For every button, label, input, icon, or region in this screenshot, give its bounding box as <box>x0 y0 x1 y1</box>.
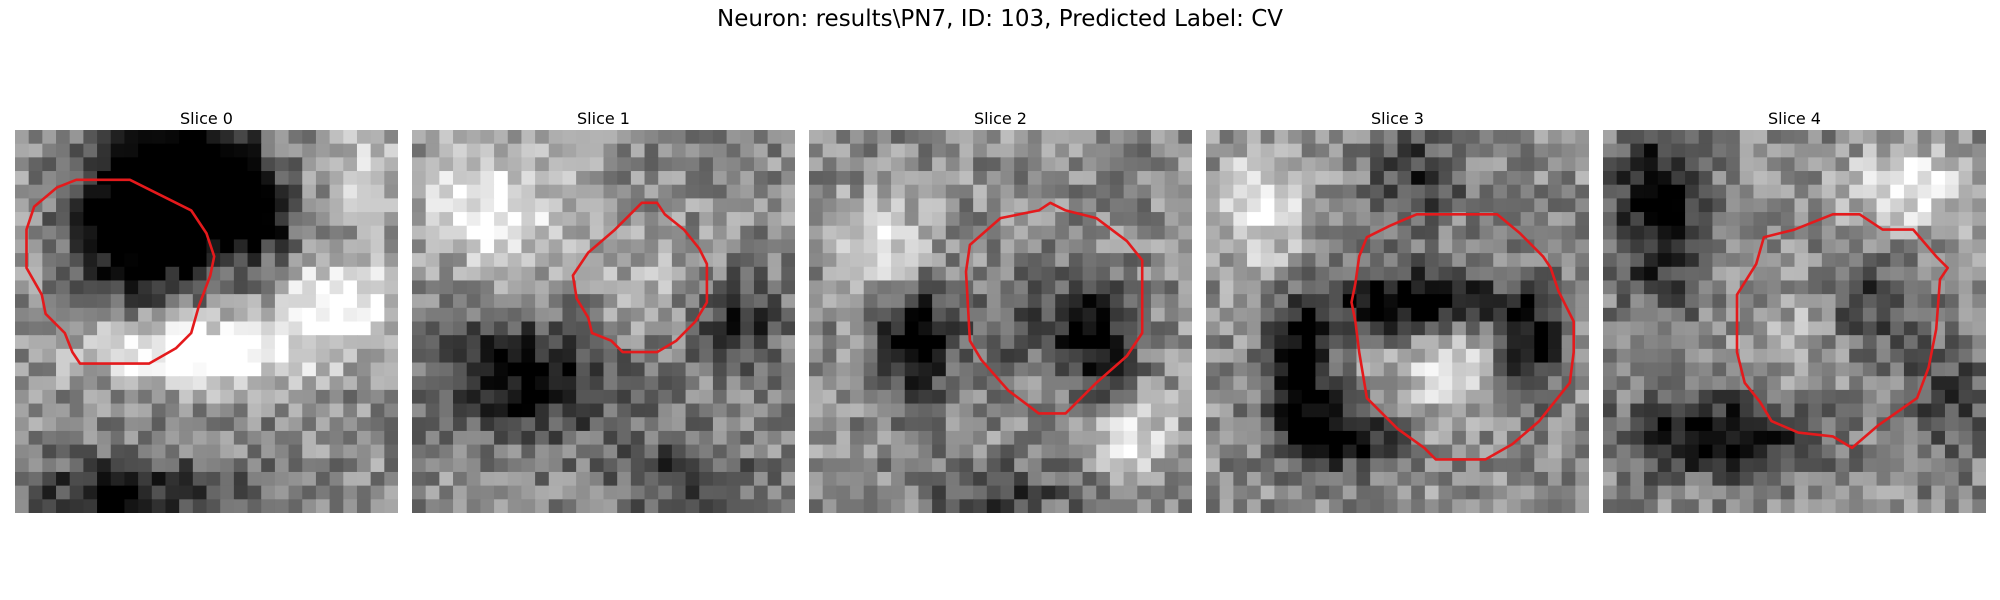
slice-image-0 <box>15 130 398 513</box>
slice-title-1: Slice 1 <box>577 109 630 128</box>
slice-panel-2: Slice 2 <box>809 108 1192 513</box>
slice-panel-3: Slice 3 <box>1206 108 1589 513</box>
figure-title: Neuron: results\PN7, ID: 103, Predicted … <box>717 6 1283 32</box>
slice-image-4 <box>1603 130 1986 513</box>
slice-title-4: Slice 4 <box>1768 109 1821 128</box>
slice-image-3 <box>1206 130 1589 513</box>
slice-title-3: Slice 3 <box>1371 109 1424 128</box>
contour-outline-3 <box>1350 213 1576 461</box>
slice-panel-1: Slice 1 <box>412 108 795 513</box>
contour-outline-4 <box>1735 213 1950 450</box>
slice-title-0: Slice 0 <box>180 109 233 128</box>
contour-outline-2 <box>964 201 1144 415</box>
slice-panel-0: Slice 0 <box>15 108 398 513</box>
contour-outline-0 <box>25 178 216 365</box>
slice-title-2: Slice 2 <box>974 109 1027 128</box>
slice-image-2 <box>809 130 1192 513</box>
slice-panel-4: Slice 4 <box>1603 108 1986 513</box>
slice-image-1 <box>412 130 795 513</box>
contour-outline-1 <box>571 201 709 354</box>
